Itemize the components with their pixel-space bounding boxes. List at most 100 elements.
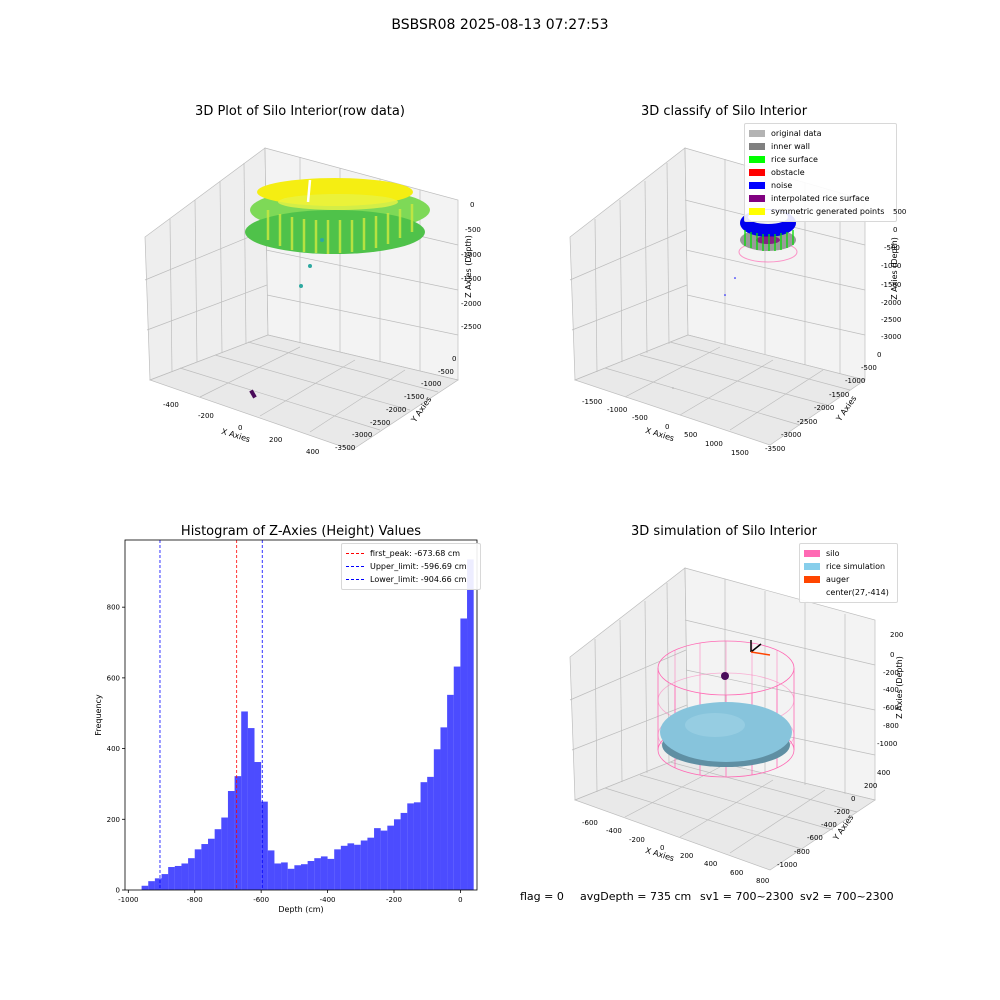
histogram-bar xyxy=(141,885,149,890)
histogram-bar xyxy=(447,694,454,890)
raw-z-tick: -1500 xyxy=(461,275,482,283)
raw-y-tick: -3500 xyxy=(335,444,356,452)
classify-y-tick: 0 xyxy=(877,351,882,359)
classify-z-tick: -2000 xyxy=(881,299,902,307)
sim-z-tick: -200 xyxy=(883,669,899,677)
histogram-frame xyxy=(124,539,478,891)
sim-y-tick: 0 xyxy=(851,795,856,803)
simulation-legend-item: silo xyxy=(804,547,893,560)
histogram-bar xyxy=(413,802,421,890)
raw-x-tick: -200 xyxy=(198,412,214,420)
histogram-bar xyxy=(427,776,434,890)
raw-y-tick: -1000 xyxy=(421,380,442,388)
classify-legend: original data inner wall rice surface ob… xyxy=(744,123,897,222)
legend-label: noise xyxy=(771,181,793,190)
classify-z-tick: -500 xyxy=(884,244,900,252)
raw-x-tick: 400 xyxy=(306,448,320,456)
sim-y-tick: -200 xyxy=(834,808,850,816)
histogram-bar xyxy=(241,711,248,890)
x-tick-label: -600 xyxy=(253,896,269,904)
histogram-bar xyxy=(294,865,301,890)
sim-y-tick: -1000 xyxy=(777,861,798,869)
legend-swatch xyxy=(804,563,820,570)
histogram-bar xyxy=(387,825,394,890)
classify-z-tick: -1500 xyxy=(881,281,902,289)
sim-x-tick: -600 xyxy=(582,819,598,827)
sim-x-tick: 400 xyxy=(704,860,718,868)
x-tick-label: -200 xyxy=(386,896,402,904)
sim-x-tick: 0 xyxy=(660,844,665,852)
histogram-bar xyxy=(168,867,175,890)
histogram-bar xyxy=(354,844,361,890)
classify-y-tick: -2000 xyxy=(814,404,835,412)
sim-z-tick: -600 xyxy=(883,704,899,712)
histogram-bar xyxy=(214,829,222,890)
histogram-bar xyxy=(221,817,228,890)
histogram-bar xyxy=(347,843,355,890)
x-tick-label: -1000 xyxy=(118,896,138,904)
histogram-bar xyxy=(274,863,282,890)
classify-y-tick: -2500 xyxy=(797,418,818,426)
classify-z-tick: -1000 xyxy=(881,262,902,270)
sim-y-tick: 400 xyxy=(877,769,891,777)
simulation-legend-item: center(27,-414) xyxy=(804,586,893,599)
histogram-bar xyxy=(261,801,268,890)
histogram-bar xyxy=(174,865,182,890)
legend-line xyxy=(346,553,364,554)
raw-y-tick: 0 xyxy=(452,355,457,363)
legend-line xyxy=(346,566,364,567)
legend-label: symmetric generated points xyxy=(771,207,885,216)
status-avg-depth: avgDepth = 735 cm xyxy=(580,890,692,903)
classify-x-tick: 500 xyxy=(684,431,698,439)
raw-x-tick: 200 xyxy=(269,436,283,444)
legend-label: Upper_limit: -596.69 cm xyxy=(370,562,467,571)
histogram-bar xyxy=(148,881,155,890)
sim-z-tick: -400 xyxy=(883,686,899,694)
simulation-legend: silo rice simulation auger center(27,-41… xyxy=(799,543,898,603)
raw-z-tick: -1000 xyxy=(461,251,482,259)
classify-plot-title: 3D classify of Silo Interior xyxy=(640,104,808,119)
simulation-3d-axes xyxy=(569,567,876,871)
raw-plot-title: 3D Plot of Silo Interior(row data) xyxy=(195,104,405,119)
sim-x-tick: 800 xyxy=(756,877,770,885)
classify-x-tick: -1500 xyxy=(582,398,603,406)
classify-legend-item: symmetric generated points xyxy=(749,205,892,218)
histogram-bar xyxy=(314,858,321,890)
classify-z-tick: -2500 xyxy=(881,316,902,324)
raw-z-tick: -500 xyxy=(465,226,481,234)
histogram-bar xyxy=(154,878,162,890)
classify-y-tick: -1500 xyxy=(829,391,850,399)
histogram-bar xyxy=(227,791,235,890)
histogram-bar xyxy=(360,840,368,890)
y-tick-label: 600 xyxy=(107,674,120,682)
histogram-bar xyxy=(254,762,262,890)
histogram-bar xyxy=(460,618,468,890)
legend-label: interpolated rice surface xyxy=(771,194,870,203)
histogram-bar xyxy=(161,874,169,890)
classify-z-tick: 0 xyxy=(893,226,898,234)
legend-label: inner wall xyxy=(771,142,811,151)
raw-z-tick: 0 xyxy=(470,201,475,209)
histogram-bar xyxy=(201,844,209,890)
raw-z-tick: -2000 xyxy=(461,300,482,308)
raw-point-cloud xyxy=(245,178,430,399)
legend-swatch xyxy=(749,130,765,137)
histogram-bar xyxy=(367,837,375,890)
legend-swatch xyxy=(804,550,820,557)
legend-label: rice surface xyxy=(771,155,818,164)
status-sv1: sv1 = 700~2300 xyxy=(700,890,794,903)
sim-y-tick: -600 xyxy=(807,834,823,842)
y-tick-label: 0 xyxy=(116,887,120,895)
histogram-bar xyxy=(301,864,308,890)
raw-y-tick: -2000 xyxy=(386,406,407,414)
legend-label: silo xyxy=(826,549,840,558)
legend-label: center(27,-414) xyxy=(826,588,889,597)
auger-marker xyxy=(721,640,771,680)
histogram-bar xyxy=(407,803,414,890)
legend-swatch xyxy=(804,589,820,596)
histogram-bar xyxy=(440,727,448,890)
histogram-bar xyxy=(267,850,275,890)
sim-x-tick: 200 xyxy=(680,852,694,860)
histogram-bar xyxy=(281,862,288,890)
sim-x-tick: -400 xyxy=(606,827,622,835)
